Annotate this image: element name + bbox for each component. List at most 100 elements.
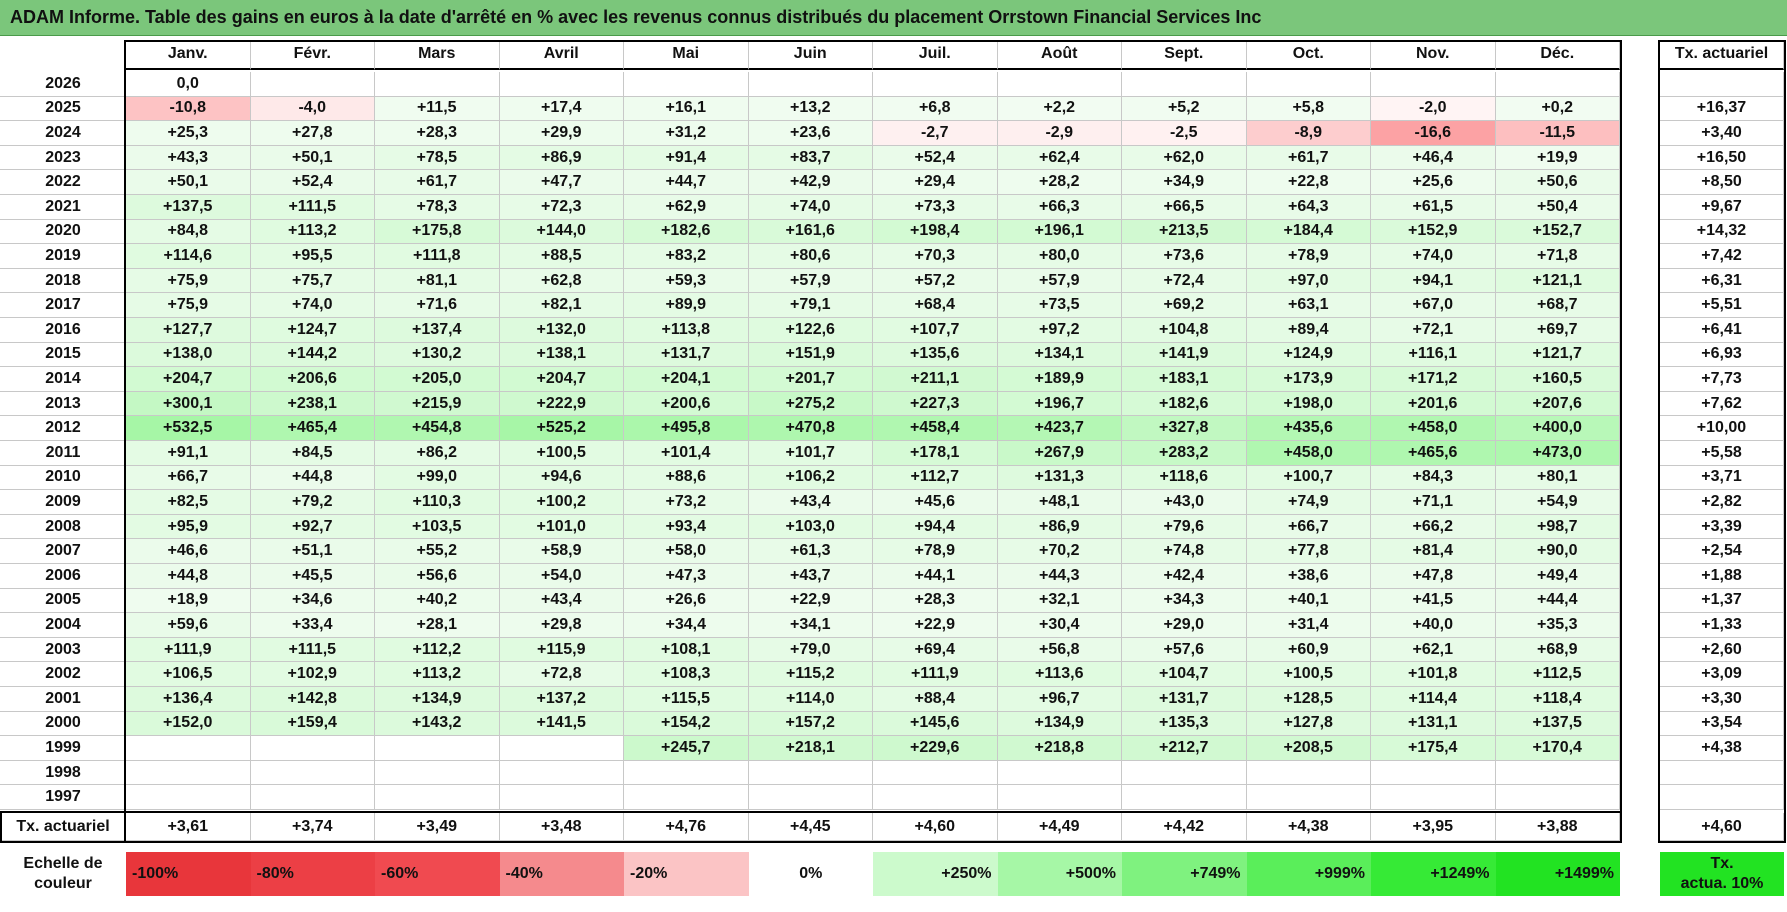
- row-rate-cell: +8,50: [1660, 170, 1784, 195]
- data-cell: +100,7: [1246, 465, 1371, 491]
- data-cell: +80,0: [997, 244, 1122, 269]
- data-cell: +184,4: [1246, 219, 1371, 245]
- row-rate-cell: +5,58: [1660, 441, 1784, 466]
- data-cell: +101,0: [499, 514, 624, 540]
- row-year-label: 2006: [0, 564, 126, 589]
- footer-rate-cell: +4,42: [1122, 813, 1247, 841]
- data-cell: +206,6: [250, 367, 375, 392]
- data-cell: +59,3: [624, 268, 749, 294]
- data-cell: +112,5: [1495, 662, 1620, 687]
- data-cell: +423,7: [997, 416, 1122, 441]
- row-rate-cell: +5,51: [1660, 293, 1784, 318]
- data-cell: +127,7: [126, 318, 251, 343]
- data-cell: +31,4: [1246, 613, 1371, 638]
- data-cell: +96,7: [997, 687, 1122, 712]
- row-rate-cell: [1660, 760, 1784, 786]
- data-cell: [1246, 785, 1371, 810]
- data-cell: +152,0: [126, 711, 251, 737]
- data-cell: +62,8: [499, 268, 624, 294]
- row-rate-cell: +2,60: [1660, 637, 1784, 663]
- data-cell: +170,4: [1495, 736, 1620, 761]
- data-cell: +38,6: [1246, 564, 1371, 589]
- data-cell: +70,3: [873, 244, 998, 269]
- data-cell: [1371, 785, 1496, 810]
- data-cell: -2,0: [1371, 96, 1496, 122]
- data-cell: +75,9: [126, 268, 251, 294]
- data-cell: +207,6: [1495, 391, 1620, 417]
- data-cell: +136,4: [126, 687, 251, 712]
- data-cell: +435,6: [1246, 416, 1371, 441]
- data-cell: +89,4: [1246, 318, 1371, 343]
- data-cell: +22,8: [1246, 170, 1371, 195]
- data-cell: +73,3: [873, 195, 998, 220]
- data-cell: +79,1: [748, 293, 873, 318]
- data-cell: +145,6: [873, 711, 998, 737]
- row-year-label: 1999: [0, 736, 126, 761]
- data-cell: +69,7: [1495, 318, 1620, 343]
- data-cell: +196,1: [997, 219, 1122, 245]
- column-header: Août: [997, 40, 1122, 70]
- data-cell: [250, 72, 375, 97]
- data-cell: +97,0: [1246, 268, 1371, 294]
- data-cell: +66,7: [1246, 514, 1371, 540]
- rate-column-header: Tx. actuariel: [1660, 40, 1784, 70]
- data-cell: +28,3: [873, 588, 998, 614]
- data-cell: +400,0: [1495, 416, 1620, 441]
- data-cell: +101,7: [748, 441, 873, 466]
- footer-rate-cell: +4,49: [997, 813, 1122, 841]
- data-cell: +84,3: [1371, 465, 1496, 491]
- data-cell: +86,9: [997, 514, 1122, 540]
- data-cell: +47,8: [1371, 564, 1496, 589]
- data-cell: +141,9: [1122, 342, 1247, 368]
- data-cell: +68,7: [1495, 293, 1620, 318]
- data-cell: +50,4: [1495, 195, 1620, 220]
- data-cell: +72,4: [1122, 268, 1247, 294]
- column-header: Juin: [748, 40, 873, 70]
- title-bar: ADAM Informe. Table des gains en euros à…: [0, 0, 1787, 36]
- data-cell: +75,9: [126, 293, 251, 318]
- data-cell: +86,2: [375, 441, 500, 466]
- row-rate-cell: +2,82: [1660, 490, 1784, 515]
- data-cell: +131,7: [624, 342, 749, 368]
- data-cell: +114,4: [1371, 687, 1496, 712]
- data-cell: +23,6: [748, 121, 873, 146]
- data-cell: +62,0: [1122, 145, 1247, 171]
- data-cell: +111,9: [873, 662, 998, 687]
- row-rate-cell: +16,37: [1660, 96, 1784, 122]
- data-cell: +72,3: [499, 195, 624, 220]
- row-rate-cell: +3,71: [1660, 465, 1784, 491]
- data-cell: [997, 760, 1122, 786]
- data-cell: +47,3: [624, 564, 749, 589]
- data-cell: +111,5: [250, 637, 375, 663]
- data-cell: +78,9: [1246, 244, 1371, 269]
- data-cell: +227,3: [873, 391, 998, 417]
- data-cell: +465,4: [250, 416, 375, 441]
- data-cell: +25,3: [126, 121, 251, 146]
- row-rate-cell: +7,62: [1660, 391, 1784, 417]
- row-year-label: 2007: [0, 539, 126, 564]
- data-cell: +121,7: [1495, 342, 1620, 368]
- data-cell: [126, 760, 251, 786]
- data-cell: +143,2: [375, 711, 500, 737]
- footer-rate-cell: +3,88: [1495, 813, 1620, 841]
- data-cell: +35,3: [1495, 613, 1620, 638]
- row-year-label: 2008: [0, 515, 126, 540]
- column-header: Mars: [375, 40, 500, 70]
- data-cell: +28,3: [375, 121, 500, 146]
- data-cell: +28,1: [375, 613, 500, 638]
- color-scale-swatch: 0%: [748, 852, 873, 896]
- data-cell: +131,1: [1371, 711, 1496, 737]
- footer-rate-cell: +4,45: [748, 813, 873, 841]
- data-cell: [375, 760, 500, 786]
- data-cell: +18,9: [126, 588, 251, 614]
- data-cell: [624, 72, 749, 97]
- data-cell: [1495, 760, 1620, 786]
- data-cell: +72,1: [1371, 318, 1496, 343]
- column-header: Sept.: [1122, 40, 1247, 70]
- row-year-label: 2014: [0, 367, 126, 392]
- data-cell: +124,7: [250, 318, 375, 343]
- row-year-label: 2013: [0, 392, 126, 417]
- data-cell: +44,3: [997, 564, 1122, 589]
- data-cell: +46,4: [1371, 145, 1496, 171]
- data-cell: [375, 72, 500, 97]
